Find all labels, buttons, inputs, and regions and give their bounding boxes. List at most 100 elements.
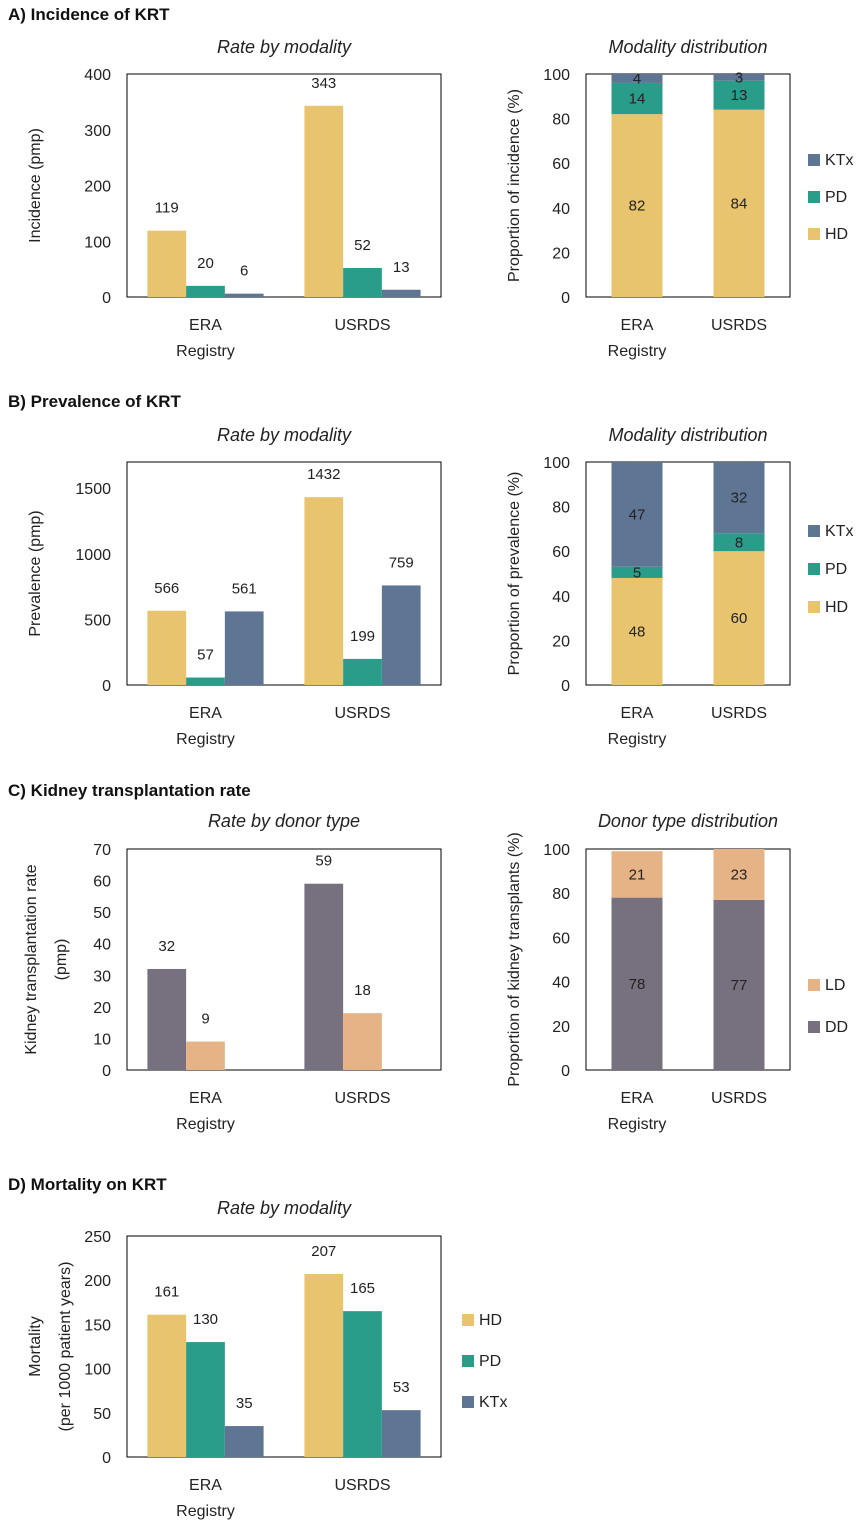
incidence-distribution-legend-hd: HD (825, 226, 848, 243)
mortality-rate-ytick-150: 150 (84, 1317, 111, 1334)
prevalence-distribution-title: Modality distribution (608, 425, 767, 445)
mortality-rate-legend-swatch-hd (462, 1314, 474, 1326)
mortality-rate-label-hd-usrds: 207 (311, 1243, 336, 1260)
prevalence-rate-title: Rate by modality (217, 425, 352, 445)
transplant-rate-bar-dd-usrds (304, 883, 344, 1070)
incidence-distribution-plot-frame (585, 73, 791, 298)
prevalence-distribution-legend-swatch-hd (808, 601, 820, 613)
incidence-rate-ytick-400: 400 (84, 67, 111, 84)
prevalence-distribution-seg-ktx-usrds (713, 462, 765, 534)
transplant-distribution-xtick-era: ERA (621, 1090, 654, 1107)
incidence-distribution-ytick-80: 80 (552, 112, 570, 129)
transplant-distribution-seg-ld-era (611, 851, 663, 898)
transplant-distribution-ytick-80: 80 (552, 886, 570, 903)
mortality-rate-title: Rate by modality (217, 1198, 352, 1218)
prevalence-distribution-label-pd-era: 5 (633, 564, 641, 581)
incidence-distribution-seg-hd-era (611, 114, 663, 297)
transplant-distribution-label-ld-era: 21 (629, 866, 646, 883)
prevalence-rate-bar-ktx-usrds (381, 585, 421, 685)
mortality-rate-ytick-250: 250 (84, 1229, 111, 1246)
prevalence-rate-label-pd-era: 57 (197, 647, 214, 664)
prevalence-rate-xlabel: Registry (176, 731, 235, 748)
incidence-distribution-title: Modality distribution (608, 37, 767, 57)
mortality-rate-ytick-100: 100 (84, 1362, 111, 1379)
incidence-distribution-xtick-usrds: USRDS (711, 317, 767, 334)
transplant-rate-label-ld-usrds: 18 (354, 982, 371, 999)
mortality-rate-legend-hd: HD (479, 1312, 502, 1329)
mortality-rate-bar-pd-usrds (343, 1311, 382, 1457)
incidence-distribution-label-hd-usrds: 84 (731, 195, 748, 212)
mortality-rate-legend-swatch-ktx (462, 1396, 474, 1408)
transplant-rate-ytick-10: 10 (93, 1031, 111, 1048)
incidence-rate-label-ktx-usrds: 13 (393, 259, 410, 276)
incidence-rate-xtick-era: ERA (189, 317, 222, 334)
transplant-distribution-label-dd-era: 78 (629, 976, 646, 993)
prevalence-distribution-label-pd-usrds: 8 (735, 534, 743, 551)
mortality-rate-ylabel-line-1: (per 1000 patient years) (57, 1262, 74, 1432)
mortality-rate-label-pd-era: 130 (193, 1311, 218, 1328)
prevalence-distribution-seg-pd-usrds (713, 533, 765, 552)
prevalence-rate-bar-pd-usrds (343, 658, 382, 685)
transplant-distribution-ytick-40: 40 (552, 975, 570, 992)
section-b-title: B) Prevalence of KRT (8, 392, 181, 411)
prevalence-distribution-legend-pd: PD (825, 561, 847, 578)
prevalence-distribution-label-hd-era: 48 (629, 623, 646, 640)
mortality-rate-xtick-era: ERA (189, 1477, 222, 1494)
transplant-rate-ytick-50: 50 (93, 905, 111, 922)
prevalence-distribution-label-hd-usrds: 60 (731, 610, 748, 627)
incidence-rate-ytick-0: 0 (102, 290, 111, 307)
prevalence-rate-ytick-500: 500 (84, 612, 111, 629)
prevalence-distribution-xlabel: Registry (608, 731, 667, 748)
mortality-rate-label-ktx-era: 35 (236, 1395, 253, 1412)
prevalence-rate-label-ktx-era: 561 (232, 580, 257, 597)
transplant-rate-xtick-era: ERA (189, 1090, 222, 1107)
transplant-rate-title: Rate by donor type (208, 811, 360, 831)
prevalence-distribution-label-ktx-era: 47 (629, 506, 646, 523)
incidence-distribution-label-pd-era: 14 (629, 91, 646, 108)
prevalence-rate-ytick-1500: 1500 (75, 481, 111, 498)
incidence-rate-bar-hd-era (147, 230, 187, 297)
mortality-rate-bar-pd-era (186, 1342, 225, 1457)
incidence-rate-plot-frame (126, 73, 442, 298)
prevalence-distribution-legend-swatch-pd (808, 563, 820, 575)
transplant-rate-label-ld-era: 9 (201, 1011, 209, 1028)
incidence-distribution-seg-ktx-usrds (713, 74, 765, 81)
transplant-rate-bar-dd-era (147, 968, 187, 1070)
transplant-distribution-legend-dd: DD (825, 1019, 848, 1036)
mortality-rate-bar-ktx-usrds (381, 1410, 421, 1457)
incidence-rate-title: Rate by modality (217, 37, 352, 57)
transplant-rate-ytick-20: 20 (93, 1000, 111, 1017)
incidence-distribution-ytick-0: 0 (561, 290, 570, 307)
mortality-rate-bar-hd-usrds (304, 1274, 344, 1457)
transplant-rate-bar-ld-era (186, 1041, 225, 1070)
mortality-rate-legend-swatch-pd (462, 1355, 474, 1367)
transplant-rate-xlabel: Registry (176, 1116, 235, 1133)
transplant-rate-xtick-usrds: USRDS (334, 1090, 390, 1107)
transplant-distribution-label-dd-usrds: 77 (731, 977, 748, 994)
transplant-rate-plot-frame (126, 848, 442, 1071)
prevalence-distribution-xtick-era: ERA (621, 705, 654, 722)
prevalence-distribution-ytick-0: 0 (561, 678, 570, 695)
prevalence-rate-ytick-1000: 1000 (75, 547, 111, 564)
transplant-rate-bar-ld-usrds (343, 1013, 382, 1070)
incidence-rate-xtick-usrds: USRDS (334, 317, 390, 334)
transplant-rate-label-dd-era: 32 (158, 938, 175, 955)
mortality-rate-bar-hd-era (147, 1314, 187, 1457)
incidence-rate-bar-ktx-era (224, 293, 264, 297)
mortality-rate-xlabel: Registry (176, 1503, 235, 1520)
prevalence-distribution-ylabel: Proportion of prevalence (%) (506, 472, 523, 676)
prevalence-rate-bar-ktx-era (224, 611, 264, 685)
mortality-rate-label-ktx-usrds: 53 (393, 1379, 410, 1396)
incidence-rate-bar-pd-usrds (343, 268, 382, 297)
incidence-rate-bar-pd-era (186, 285, 225, 297)
prevalence-distribution-plot-frame (585, 461, 791, 686)
incidence-rate-ytick-300: 300 (84, 123, 111, 140)
transplant-distribution-ytick-0: 0 (561, 1063, 570, 1080)
mortality-rate-legend-pd: PD (479, 1353, 501, 1370)
transplant-distribution-label-ld-usrds: 23 (731, 866, 748, 883)
mortality-rate-legend-ktx: KTx (479, 1394, 507, 1411)
prevalence-rate-bar-pd-era (186, 677, 225, 685)
prevalence-rate-ytick-0: 0 (102, 678, 111, 695)
prevalence-rate-ylabel: Prevalence (pmp) (27, 510, 44, 636)
prevalence-rate-label-hd-era: 566 (154, 580, 179, 597)
